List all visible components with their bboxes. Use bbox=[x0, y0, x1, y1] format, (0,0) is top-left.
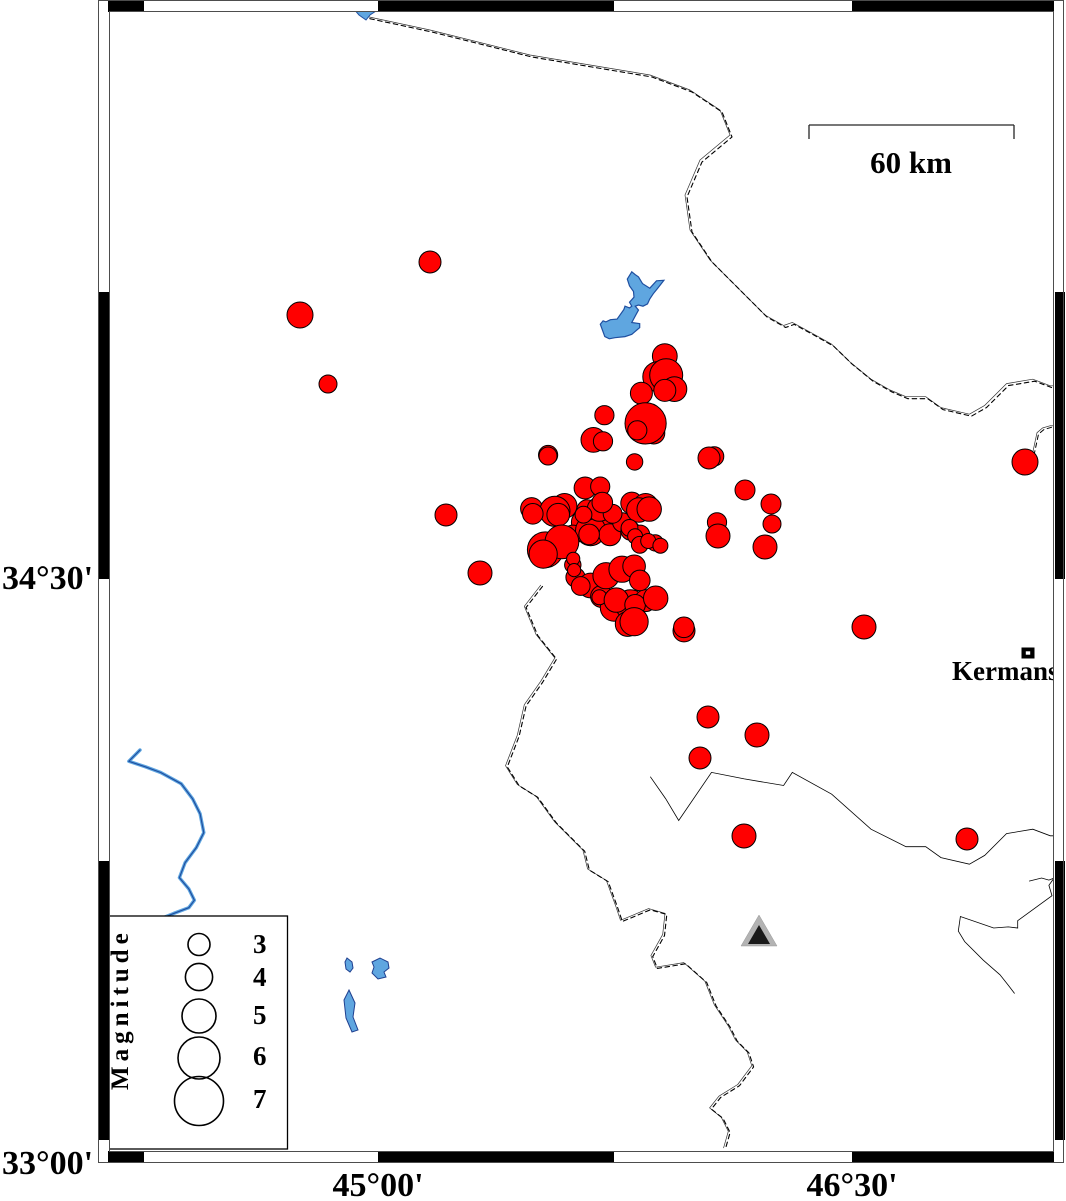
svg-text:7: 7 bbox=[253, 1084, 267, 1114]
svg-text:6: 6 bbox=[253, 1041, 267, 1071]
svg-text:46°30': 46°30' bbox=[806, 1167, 897, 1201]
svg-text:3: 3 bbox=[253, 929, 267, 959]
svg-text:4: 4 bbox=[253, 962, 267, 992]
svg-text:33°00': 33°00' bbox=[2, 1145, 93, 1182]
svg-text:Magnitude: Magnitude bbox=[107, 928, 134, 1090]
svg-text:34°30': 34°30' bbox=[2, 560, 93, 597]
svg-text:5: 5 bbox=[253, 1000, 267, 1030]
svg-text:Kermanshah: Kermanshah bbox=[952, 656, 1066, 686]
svg-text:45°00': 45°00' bbox=[332, 1167, 423, 1201]
svg-text:60 km: 60 km bbox=[870, 145, 952, 180]
